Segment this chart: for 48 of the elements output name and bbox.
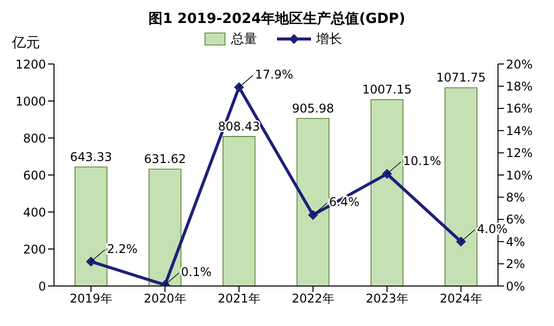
bar xyxy=(74,166,108,286)
legend-label: 总量 xyxy=(231,31,257,48)
data-label: 1071.75 xyxy=(436,70,486,85)
y2-tick-label: 20% xyxy=(506,57,533,72)
y-tick-label: 800 xyxy=(23,131,46,146)
x-tick-label: 2019年 xyxy=(70,292,112,306)
y-axis-title: 亿元 xyxy=(12,34,40,52)
y-tick-label: 400 xyxy=(23,205,46,220)
y2-tick-label: 2% xyxy=(506,257,526,272)
bar xyxy=(296,118,330,286)
y2-tick-label: 18% xyxy=(506,79,533,94)
data-label: 2.2% xyxy=(107,242,138,256)
legend-label: 增长 xyxy=(316,31,342,48)
point xyxy=(308,210,318,220)
x-tick-label: 2021年 xyxy=(218,292,260,306)
point xyxy=(382,168,392,179)
y-tick-label: 600 xyxy=(23,168,46,182)
point xyxy=(234,82,244,92)
data-label: 643.33 xyxy=(70,150,112,164)
y-tick-label: 1000 xyxy=(15,94,46,108)
y2-tick-label: 12% xyxy=(506,146,533,160)
y2-tick-label: 6% xyxy=(506,212,526,227)
data-label: 0.1% xyxy=(181,265,212,280)
data-label: 905.98 xyxy=(292,101,334,116)
y2-tick-label: 14% xyxy=(506,124,533,138)
y2-tick-label: 0% xyxy=(506,279,526,294)
bar xyxy=(148,168,182,286)
y2-tick-label: 10% xyxy=(506,168,533,182)
y2-tick-label: 16% xyxy=(506,102,533,116)
x-tick-label: 2022年 xyxy=(292,292,334,306)
bar xyxy=(222,136,256,286)
bar xyxy=(370,99,404,286)
data-label: 17.9% xyxy=(255,68,294,82)
y-tick-label: 200 xyxy=(23,242,46,256)
y2-tick-label: 8% xyxy=(506,190,526,204)
chart-title: 图1 2019-2024年地区生产总值(GDP) xyxy=(148,10,406,29)
y2-tick-label: 4% xyxy=(506,234,526,249)
x-tick-label: 2020年 xyxy=(144,292,186,306)
data-label: 631.62 xyxy=(144,152,186,166)
point xyxy=(86,256,96,267)
data-label: 1007.15 xyxy=(362,82,412,97)
y-tick-label: 1200 xyxy=(15,57,46,72)
data-label: 10.1% xyxy=(403,154,442,168)
x-tick-label: 2023年 xyxy=(366,292,408,306)
x-tick-label: 2024年 xyxy=(440,292,482,306)
y-tick-label: 0 xyxy=(38,279,46,294)
bar xyxy=(444,87,478,286)
point xyxy=(456,236,466,247)
